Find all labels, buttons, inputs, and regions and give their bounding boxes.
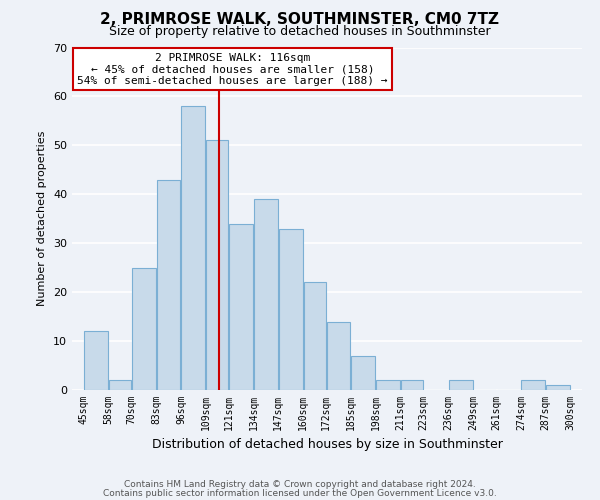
Bar [157, 180, 181, 390]
X-axis label: Distribution of detached houses by size in Southminster: Distribution of detached houses by size … [152, 438, 502, 452]
Bar [181, 106, 205, 390]
Bar [449, 380, 473, 390]
Y-axis label: Number of detached properties: Number of detached properties [37, 131, 47, 306]
Bar [84, 332, 108, 390]
Text: Contains HM Land Registry data © Crown copyright and database right 2024.: Contains HM Land Registry data © Crown c… [124, 480, 476, 489]
Bar [521, 380, 545, 390]
Bar [546, 385, 570, 390]
Text: Size of property relative to detached houses in Southminster: Size of property relative to detached ho… [109, 25, 491, 38]
Bar [254, 199, 278, 390]
Bar [206, 140, 228, 390]
Bar [326, 322, 350, 390]
Bar [279, 228, 302, 390]
Bar [376, 380, 400, 390]
Bar [352, 356, 375, 390]
Bar [304, 282, 326, 390]
Bar [401, 380, 423, 390]
Text: Contains public sector information licensed under the Open Government Licence v3: Contains public sector information licen… [103, 488, 497, 498]
Bar [131, 268, 155, 390]
Text: 2, PRIMROSE WALK, SOUTHMINSTER, CM0 7TZ: 2, PRIMROSE WALK, SOUTHMINSTER, CM0 7TZ [101, 12, 499, 28]
Bar [109, 380, 131, 390]
Text: 2 PRIMROSE WALK: 116sqm
← 45% of detached houses are smaller (158)
54% of semi-d: 2 PRIMROSE WALK: 116sqm ← 45% of detache… [77, 52, 388, 86]
Bar [229, 224, 253, 390]
